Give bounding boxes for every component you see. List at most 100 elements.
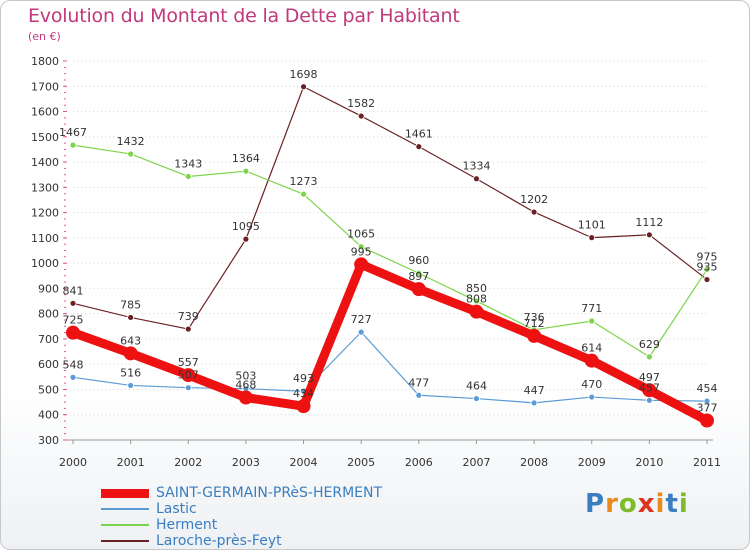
data-point [357, 328, 365, 336]
y-tick-label: 1400 [31, 156, 59, 169]
data-label: 614 [581, 342, 602, 355]
data-label: 1461 [405, 128, 433, 141]
data-label: 841 [63, 284, 84, 297]
data-point [354, 257, 369, 272]
data-label: 897 [408, 270, 429, 283]
data-point [184, 384, 192, 392]
data-label: 516 [120, 366, 141, 379]
line-chart: 300 400 500 600 700 800 900 1000 1100 1200 1300 140… [31, 55, 721, 469]
y-tick-label: 1100 [31, 232, 59, 245]
x-tick-label: 2003 [232, 456, 260, 469]
chart-subtitle: (en €) [28, 30, 61, 43]
data-label: 454 [697, 382, 718, 395]
x-tick-label: 2004 [290, 456, 318, 469]
data-label: 785 [120, 298, 141, 311]
data-point [300, 190, 307, 198]
data-label: 497 [639, 371, 660, 384]
data-point [642, 383, 657, 398]
data-label: 771 [581, 302, 602, 315]
y-tick-label: 500 [38, 383, 59, 396]
data-label: 1273 [290, 175, 318, 188]
data-point [527, 328, 542, 343]
data-point [473, 395, 480, 402]
data-label: 808 [466, 293, 487, 306]
data-label: 1065 [347, 228, 375, 241]
y-tick-label: 700 [38, 333, 59, 346]
data-label: 1202 [520, 193, 548, 206]
data-point [473, 175, 480, 183]
data-point [69, 299, 77, 307]
data-point [588, 317, 596, 325]
series-line [72, 86, 708, 330]
y-tick-label: 600 [38, 358, 59, 371]
legend-label: Laroche-près-Feyt [156, 533, 282, 549]
chart-title: Evolution du Montant de la Dette par Hab… [28, 5, 460, 27]
proxiti-logo: Proxiti [585, 489, 689, 519]
data-point [181, 368, 196, 383]
data-point [584, 353, 599, 368]
y-tick-label: 800 [38, 308, 59, 321]
data-label: 548 [63, 358, 84, 371]
data-label: 470 [581, 378, 602, 391]
data-point [127, 314, 135, 321]
data-label: 960 [408, 254, 429, 267]
data-point [645, 231, 653, 239]
y-tick-label: 1300 [31, 181, 59, 194]
data-point [415, 143, 423, 151]
data-label: 457 [639, 381, 660, 394]
data-point [703, 266, 711, 273]
data-label: 1432 [117, 135, 145, 148]
data-point [645, 353, 653, 361]
data-label: 1101 [578, 219, 606, 232]
data-point [473, 297, 480, 305]
data-label: 447 [524, 384, 545, 397]
series-line [71, 259, 710, 425]
data-point [184, 325, 192, 333]
x-tick-label: 2011 [693, 456, 721, 469]
y-tick-label: 1700 [31, 80, 59, 93]
data-label: 935 [697, 261, 718, 274]
data-label: 1334 [462, 160, 490, 173]
data-point [127, 382, 135, 389]
data-point [411, 282, 426, 297]
data-point [184, 173, 192, 180]
data-label: 1343 [174, 157, 202, 170]
data-point [127, 150, 135, 158]
y-tick-label: 900 [38, 282, 59, 295]
data-point [415, 269, 423, 277]
data-label: 629 [639, 338, 660, 351]
data-point [588, 393, 596, 401]
legend-swatch [101, 524, 149, 526]
y-tick-label: 1800 [31, 55, 59, 68]
legend-swatch [101, 489, 149, 498]
data-label: 727 [351, 313, 372, 326]
legend-label: SAINT-GERMAIN-PRèS-HERMENT [156, 485, 383, 501]
data-point [700, 413, 714, 428]
x-tick-label: 2006 [405, 456, 433, 469]
data-label: 1582 [347, 97, 375, 110]
data-label: 995 [351, 245, 372, 258]
data-label: 1112 [635, 216, 663, 229]
data-label: 557 [178, 356, 199, 369]
data-point [645, 396, 653, 404]
data-label: 468 [235, 379, 256, 392]
x-tick-label: 2009 [578, 456, 606, 469]
data-label: 377 [697, 402, 718, 415]
data-label: 1095 [232, 220, 260, 233]
data-label: 736 [524, 311, 545, 324]
legend-label: Herment [156, 517, 218, 533]
x-tick-label: 2005 [347, 456, 375, 469]
data-label: 507 [178, 369, 199, 382]
data-point [703, 276, 711, 283]
data-label: 739 [178, 310, 199, 323]
y-tick-label: 400 [38, 409, 59, 422]
x-tick-label: 2007 [462, 456, 490, 469]
data-point [703, 397, 711, 405]
data-label: 1698 [290, 68, 318, 81]
data-label: 493 [293, 372, 314, 385]
legend-swatch [101, 540, 149, 542]
data-label: 1364 [232, 152, 260, 165]
data-label: 1467 [59, 126, 87, 139]
x-tick-label: 2010 [635, 456, 663, 469]
